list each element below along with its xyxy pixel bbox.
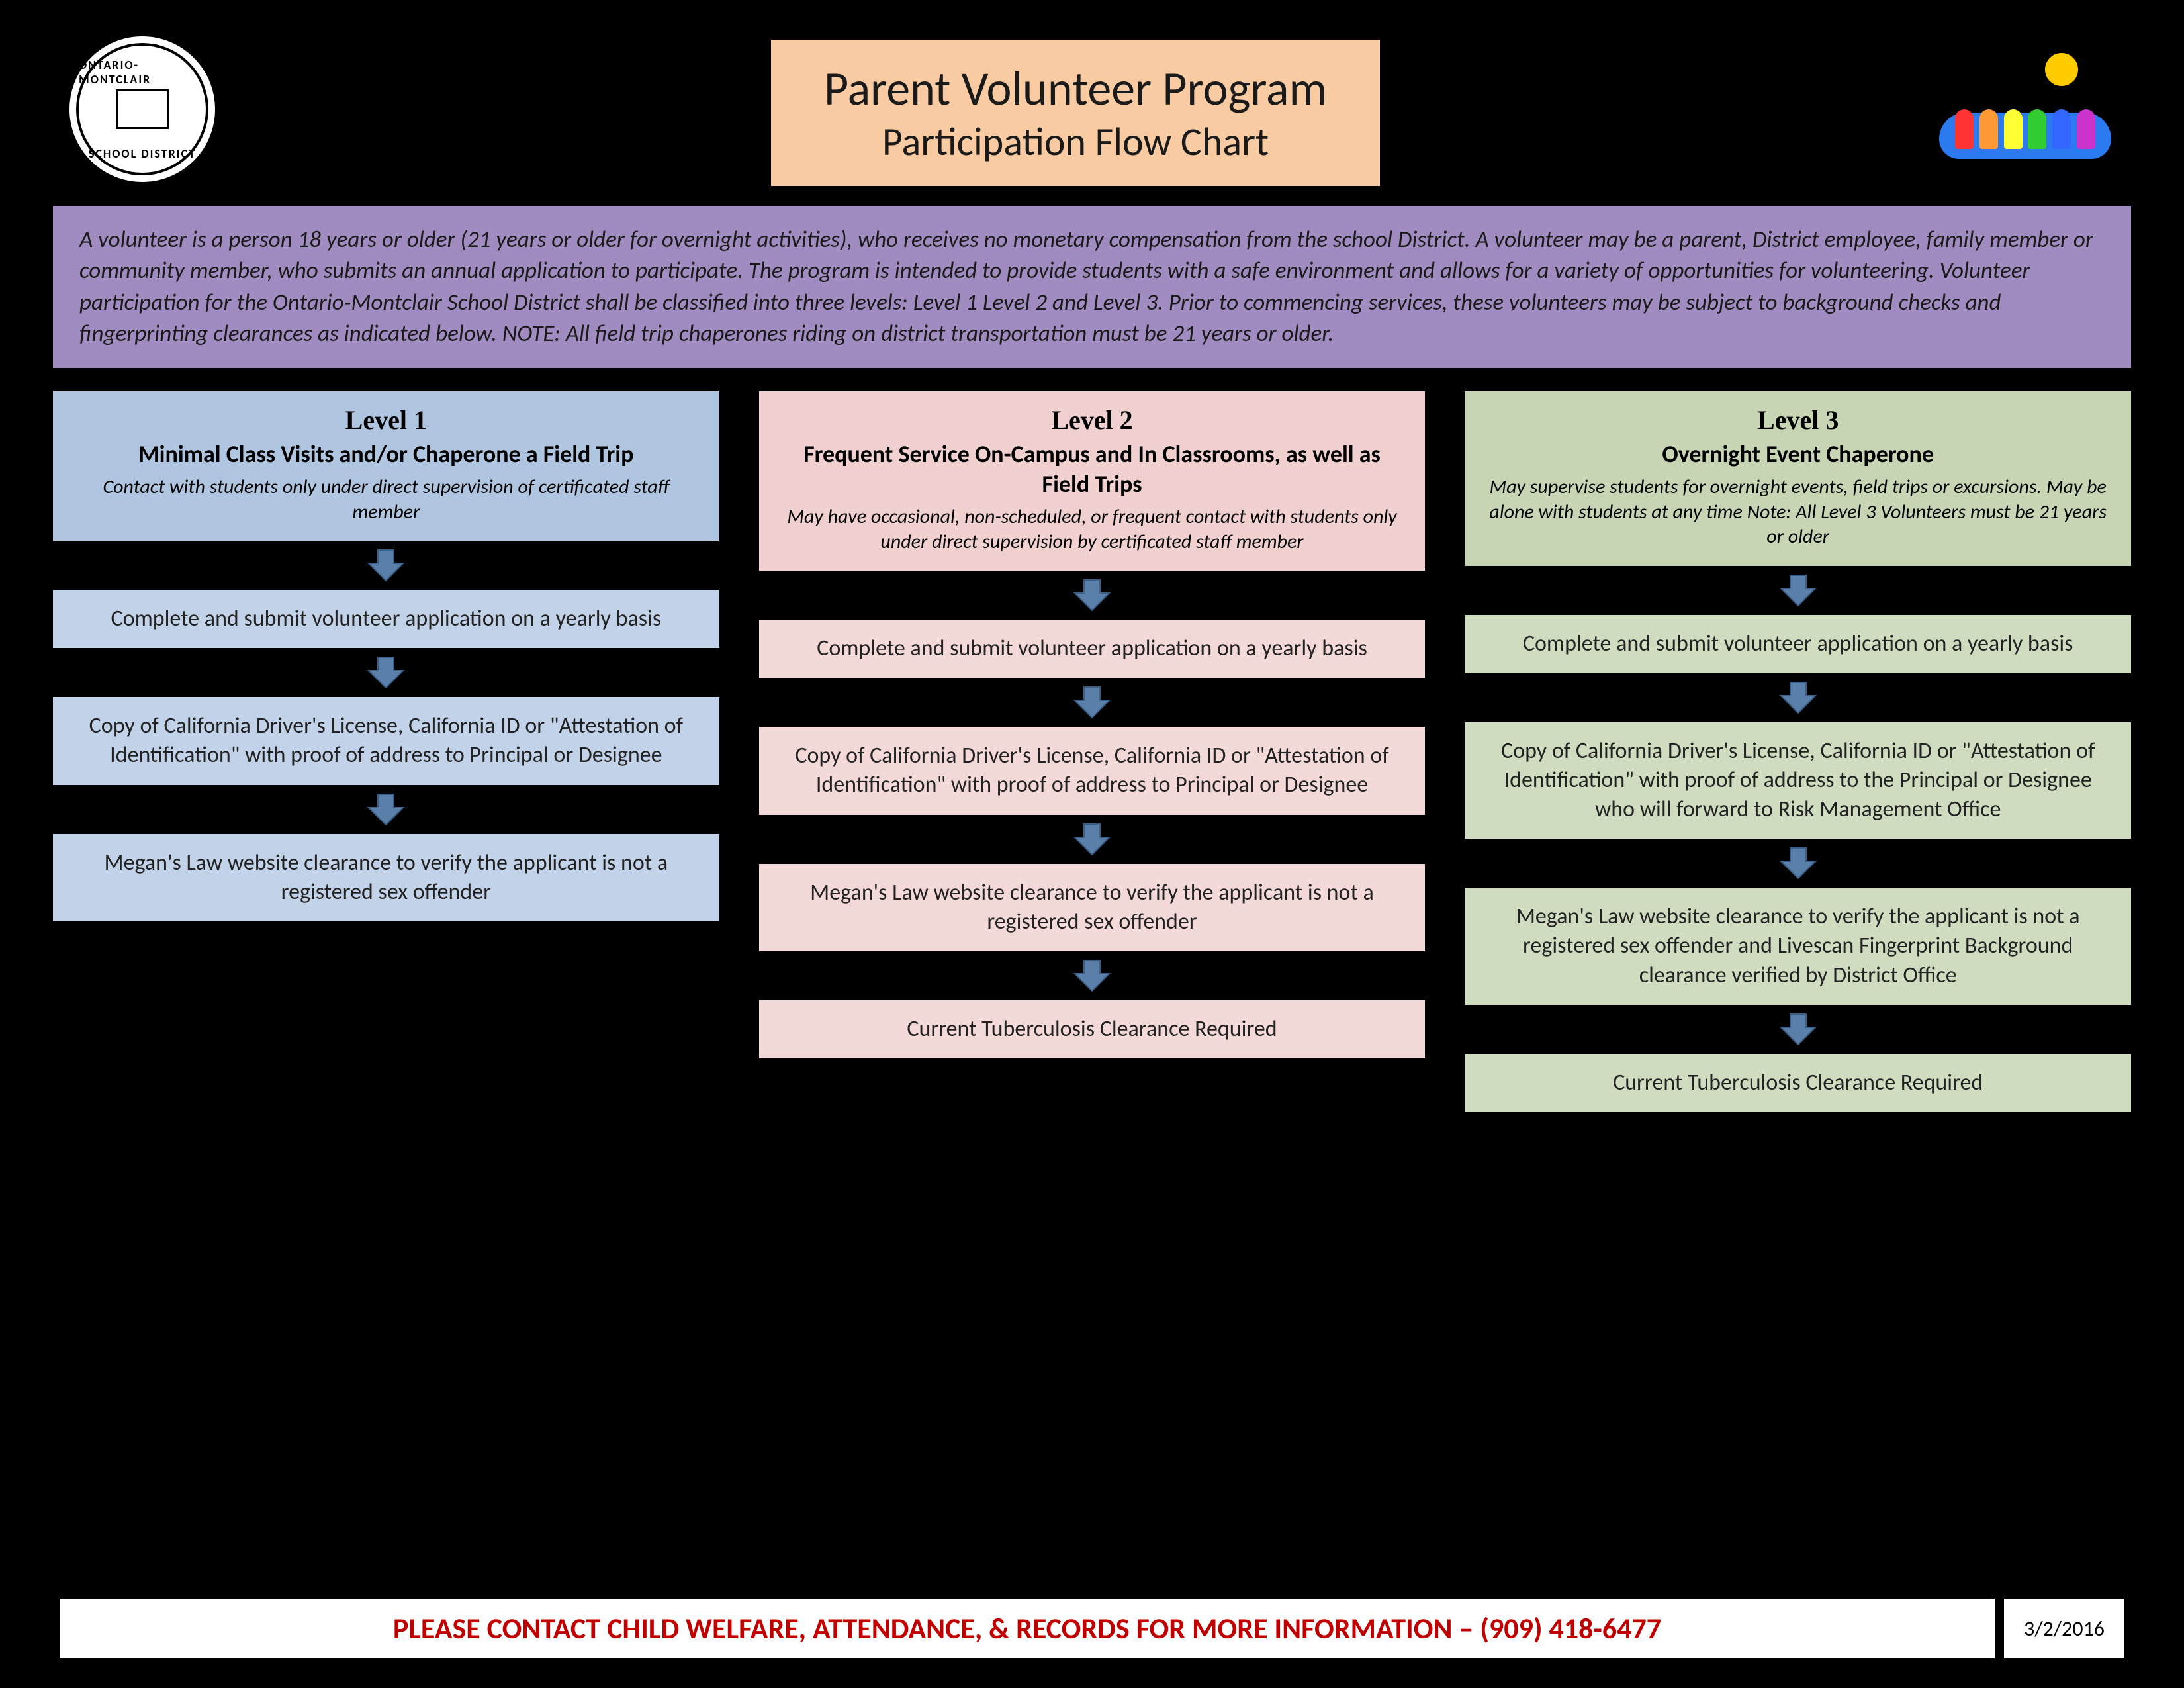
title-box: Parent Volunteer Program Participation F… — [771, 40, 1380, 186]
level2-title: Frequent Service On-Campus and In Classr… — [779, 440, 1406, 499]
arrow-down-icon — [1072, 579, 1112, 612]
arrow-down-icon — [366, 793, 406, 826]
logo-inner-ring: ONTARIO-MONTCLAIR SCHOOL DISTRICT — [76, 43, 208, 175]
level2-step: Megan's Law website clearance to verify … — [759, 864, 1426, 951]
person-icon — [1979, 109, 1998, 149]
level3-label: Level 3 — [1484, 404, 2111, 436]
arrow-down-icon — [1778, 1013, 1818, 1046]
level1-label: Level 1 — [73, 404, 700, 436]
arrow-down-icon — [366, 549, 406, 582]
level2-step: Current Tuberculosis Clearance Required — [759, 1000, 1426, 1058]
level1-title: Minimal Class Visits and/or Chaperone a … — [73, 440, 700, 469]
level3-title: Overnight Event Chaperone — [1484, 440, 2111, 469]
level3-step: Current Tuberculosis Clearance Required — [1465, 1054, 2131, 1112]
level3-desc: May supervise students for overnight eve… — [1484, 475, 2111, 549]
person-icon — [2077, 109, 2095, 149]
people-row — [1952, 109, 2098, 149]
children-clipart — [1933, 53, 2118, 172]
level2-header: Level 2 Frequent Service On-Campus and I… — [759, 391, 1426, 571]
level3-step: Complete and submit volunteer applicatio… — [1465, 615, 2131, 673]
level2-column: Level 2 Frequent Service On-Campus and I… — [759, 391, 1426, 1112]
arrow-down-icon — [1072, 959, 1112, 992]
level3-column: Level 3 Overnight Event Chaperone May su… — [1465, 391, 2131, 1112]
level1-column: Level 1 Minimal Class Visits and/or Chap… — [53, 391, 719, 1112]
intro-text-box: A volunteer is a person 18 years or olde… — [53, 206, 2131, 368]
level1-header: Level 1 Minimal Class Visits and/or Chap… — [53, 391, 719, 541]
level2-step: Copy of California Driver's License, Cal… — [759, 727, 1426, 814]
level1-desc: Contact with students only under direct … — [73, 475, 700, 524]
level1-step: Copy of California Driver's License, Cal… — [53, 697, 719, 784]
level1-step: Megan's Law website clearance to verify … — [53, 834, 719, 921]
arrow-down-icon — [1778, 574, 1818, 607]
level2-step: Complete and submit volunteer applicatio… — [759, 620, 1426, 678]
arrow-down-icon — [1072, 823, 1112, 856]
level2-desc: May have occasional, non-scheduled, or f… — [779, 504, 1406, 554]
header-row: ONTARIO-MONTCLAIR SCHOOL DISTRICT Parent… — [53, 33, 2131, 186]
level3-step: Copy of California Driver's License, Cal… — [1465, 722, 2131, 839]
arrow-down-icon — [366, 656, 406, 689]
logo-text-bottom: SCHOOL DISTRICT — [89, 146, 196, 161]
person-icon — [2052, 109, 2071, 149]
level3-step: Megan's Law website clearance to verify … — [1465, 888, 2131, 1005]
arrow-down-icon — [1778, 681, 1818, 714]
arrow-down-icon — [1778, 847, 1818, 880]
level3-header: Level 3 Overnight Event Chaperone May su… — [1465, 391, 2131, 566]
arrow-down-icon — [1072, 686, 1112, 719]
level2-label: Level 2 — [779, 404, 1406, 436]
date-label: 3/2/2016 — [2004, 1599, 2124, 1658]
person-icon — [2028, 109, 2046, 149]
person-icon — [2004, 109, 2023, 149]
title-line1: Parent Volunteer Program — [824, 60, 1327, 118]
logo-text-top: ONTARIO-MONTCLAIR — [79, 58, 206, 87]
district-logo: ONTARIO-MONTCLAIR SCHOOL DISTRICT — [66, 33, 218, 185]
contact-banner: PLEASE CONTACT CHILD WELFARE, ATTENDANCE… — [60, 1599, 1995, 1658]
logo-book-icon — [116, 89, 169, 129]
sun-icon — [2045, 53, 2078, 86]
level1-step: Complete and submit volunteer applicatio… — [53, 590, 719, 648]
person-icon — [1955, 109, 1974, 149]
footer-row: PLEASE CONTACT CHILD WELFARE, ATTENDANCE… — [60, 1599, 2124, 1658]
flowchart-columns: Level 1 Minimal Class Visits and/or Chap… — [53, 391, 2131, 1112]
title-line2: Participation Flow Chart — [824, 118, 1327, 166]
